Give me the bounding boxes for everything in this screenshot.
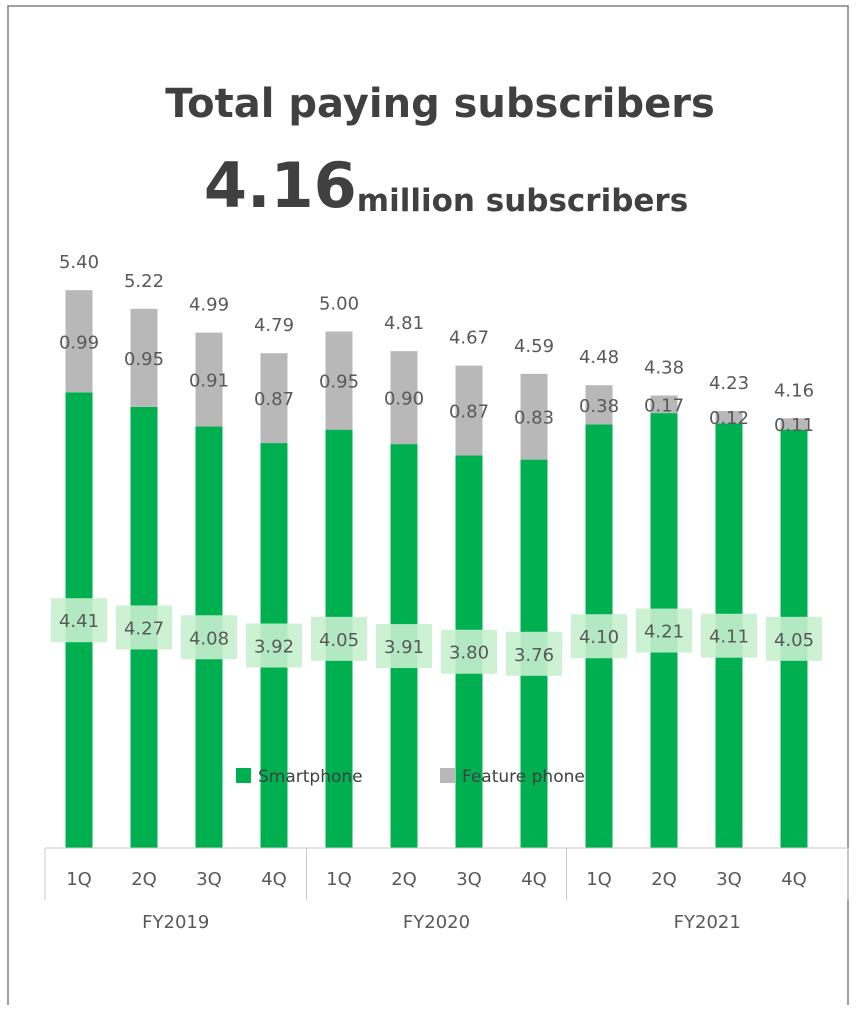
bar-segment [390, 351, 418, 445]
data-label: 0.90 [384, 389, 424, 410]
bar-segment [520, 373, 548, 460]
x-tick-label: 2Q [131, 869, 157, 890]
x-tick-label: 3Q [456, 869, 482, 890]
label-box [766, 616, 822, 661]
x-tick-label: 2Q [391, 869, 417, 890]
data-label: 4.05 [774, 630, 814, 651]
total-label: 5.00 [319, 294, 359, 315]
legend-label: Feature phone [462, 767, 585, 787]
data-label: 0.87 [254, 389, 294, 410]
x-tick-label: 2Q [651, 869, 677, 890]
legend-swatch [440, 768, 455, 783]
data-label: 0.91 [189, 371, 229, 392]
headline-value: 4.16 [204, 149, 357, 222]
data-label: 0.99 [59, 332, 99, 353]
label-box [441, 629, 497, 674]
x-tick-label: 3Q [716, 869, 742, 890]
total-label: 4.81 [384, 313, 424, 334]
x-tick-label: 1Q [66, 869, 92, 890]
bar-segment [650, 395, 678, 414]
bar-segment [585, 385, 613, 425]
label-box [181, 615, 237, 660]
data-label: 4.21 [644, 622, 684, 643]
total-label: 4.16 [774, 380, 814, 401]
bar-segment [65, 290, 93, 393]
bar-segment [715, 411, 743, 424]
bar-segment [325, 331, 353, 430]
data-label: 3.92 [254, 637, 294, 658]
data-label: 3.91 [384, 637, 424, 658]
data-label: 4.41 [59, 611, 99, 632]
bar-segment [455, 365, 483, 456]
data-label: 4.05 [319, 630, 359, 651]
total-label: 4.59 [514, 336, 554, 357]
legend-label: Smartphone [258, 767, 363, 787]
group-label: FY2021 [674, 912, 741, 933]
bar-segment [195, 332, 223, 427]
data-label: 0.95 [319, 372, 359, 393]
data-label: 3.76 [514, 645, 554, 666]
headline-unit: million subscribers [357, 183, 688, 219]
total-label: 4.23 [709, 373, 749, 394]
data-label: 0.83 [514, 408, 554, 429]
chart-title: Total paying subscribers [165, 81, 715, 127]
label-box [246, 623, 302, 668]
group-label: FY2020 [403, 912, 470, 933]
data-label: 0.17 [644, 395, 684, 416]
data-label: 0.87 [449, 402, 489, 423]
label-box [571, 614, 627, 659]
total-label: 4.67 [449, 328, 489, 349]
data-label: 4.11 [709, 627, 749, 648]
label-box [636, 608, 692, 653]
total-label: 5.22 [124, 271, 164, 292]
data-label: 0.38 [579, 396, 619, 417]
bar-segment [260, 353, 288, 444]
label-box [311, 616, 367, 661]
label-box [376, 624, 432, 669]
data-label: 4.08 [189, 628, 229, 649]
total-label: 4.79 [254, 315, 294, 336]
data-label: 0.95 [124, 349, 164, 370]
data-label: 4.10 [579, 627, 619, 648]
data-label: 4.27 [124, 618, 164, 639]
label-box [116, 605, 172, 650]
total-label: 4.99 [189, 295, 229, 316]
legend-swatch [236, 768, 251, 783]
x-tick-label: 3Q [196, 869, 222, 890]
data-label: 3.80 [449, 643, 489, 664]
bar-segment [780, 418, 808, 430]
bar-segment [130, 308, 158, 407]
label-box [701, 613, 757, 658]
x-tick-label: 4Q [261, 869, 287, 890]
total-label: 5.40 [59, 252, 99, 273]
frame [7, 5, 849, 1005]
data-label: 0.12 [709, 408, 749, 429]
group-label: FY2019 [142, 912, 209, 933]
headline: 4.16million subscribers [204, 149, 688, 222]
x-tick-label: 4Q [781, 869, 807, 890]
label-box [506, 631, 562, 676]
data-label: 0.11 [774, 415, 814, 436]
total-label: 4.48 [579, 347, 619, 368]
label-box [51, 598, 107, 643]
x-tick-label: 1Q [586, 869, 612, 890]
total-label: 4.38 [644, 358, 684, 379]
x-tick-label: 4Q [521, 869, 547, 890]
x-tick-label: 1Q [326, 869, 352, 890]
